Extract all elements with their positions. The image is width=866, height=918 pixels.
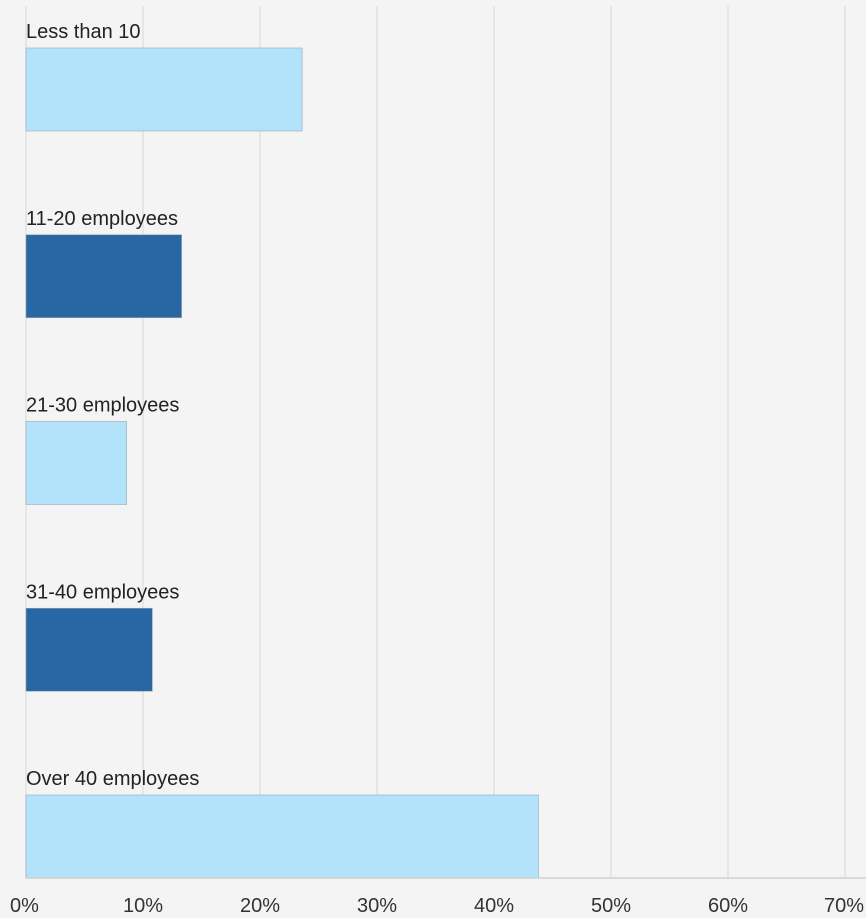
x-tick-label-1: 10%: [123, 895, 163, 917]
category-label-3: 31-40 employees: [26, 581, 179, 603]
category-label-4: Over 40 employees: [26, 768, 199, 790]
x-tick-label-5: 50%: [591, 895, 631, 917]
bar-0: [25, 47, 303, 132]
bar-1: [25, 234, 182, 319]
bar-4: [25, 794, 539, 879]
x-tick-label-7: 70%: [824, 895, 864, 917]
category-label-2: 21-30 employees: [26, 395, 179, 417]
bar-2: [25, 421, 127, 505]
x-tick-label-4: 40%: [474, 895, 514, 917]
category-label-1: 11-20 employees: [26, 208, 178, 230]
x-tick-labels: 0% 10% 20% 30% 40% 50% 60% 70%: [10, 895, 864, 917]
gridlines: [25, 6, 846, 878]
category-label-0: Less than 10: [26, 21, 141, 43]
x-tick-label-2: 20%: [240, 895, 280, 917]
x-tick-label-3: 30%: [357, 895, 397, 917]
x-tick-label-0: 0%: [10, 895, 39, 917]
x-tick-label-6: 60%: [708, 895, 748, 917]
category-labels: Less than 10 11-20 employees 21-30 employe…: [26, 21, 199, 790]
bar-3: [25, 607, 153, 692]
bars: [25, 47, 539, 879]
